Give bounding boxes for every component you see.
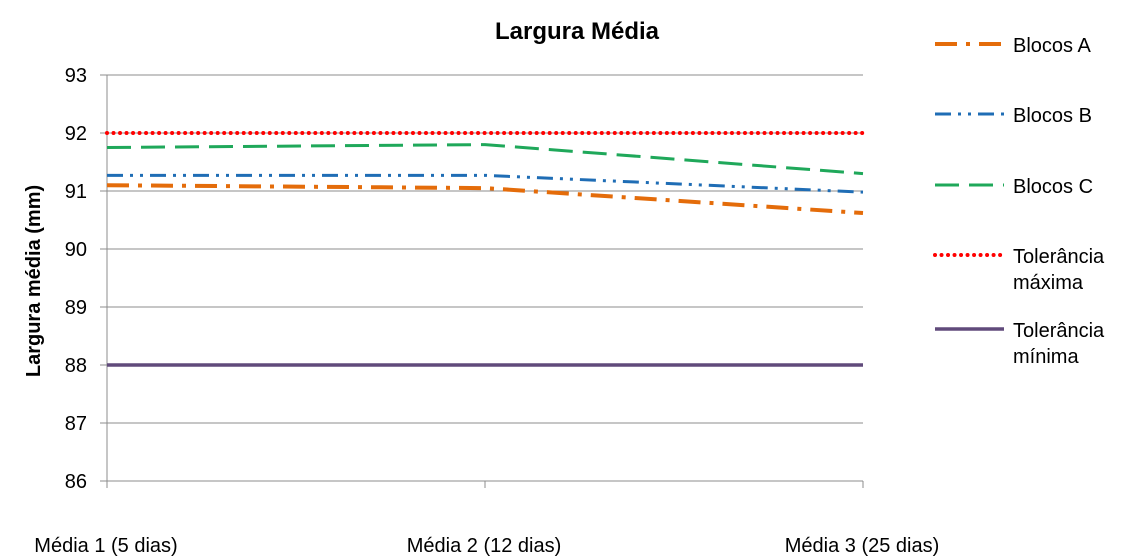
x-tick-label: Média 1 (5 dias) [34, 535, 177, 557]
x-tick-label: Média 2 (12 dias) [407, 535, 562, 557]
legend: Blocos A Blocos B Blocos C Tolerância máxima… [933, 35, 1105, 368]
y-tick-label: 92 [65, 123, 87, 145]
y-tick-labels: 86 87 88 89 90 91 92 93 [65, 65, 87, 493]
legend-item-5: Tolerância mínima [935, 320, 1105, 368]
y-tick-label: 89 [65, 297, 87, 319]
legend-item-4: Tolerância máxima [933, 246, 1105, 294]
chart-title: Largura Média [495, 18, 660, 45]
y-tick-label: 88 [65, 355, 87, 377]
series-line-3 [106, 143, 864, 176]
legend-item-2: Blocos B [935, 105, 1092, 127]
legend-item-3: Blocos C [935, 176, 1093, 198]
series-line-1 [106, 183, 864, 216]
legend-label: Tolerância mínima [1013, 320, 1105, 368]
x-tick-labels: Média 1 (5 dias) Média 2 (12 dias) Média 3… [34, 535, 939, 557]
legend-label: Blocos B [1013, 105, 1092, 127]
y-tick-label: 87 [65, 413, 87, 435]
gridlines [107, 74, 863, 482]
legend-item-1: Blocos A [935, 35, 1091, 57]
series-lines [105, 131, 865, 367]
series-line-2 [107, 173, 864, 194]
y-tick-label: 91 [65, 181, 87, 203]
legend-label: Blocos A [1013, 35, 1091, 57]
y-tick-label: 86 [65, 471, 87, 493]
x-tick-label: Média 3 (25 dias) [785, 535, 940, 557]
legend-label: Blocos C [1013, 176, 1093, 198]
y-tick-label: 90 [65, 239, 87, 261]
legend-label: Tolerância máxima [1013, 246, 1105, 294]
y-axis-label: Largura média (mm) [23, 185, 45, 377]
axes [100, 74, 864, 488]
y-tick-label: 93 [65, 65, 87, 87]
